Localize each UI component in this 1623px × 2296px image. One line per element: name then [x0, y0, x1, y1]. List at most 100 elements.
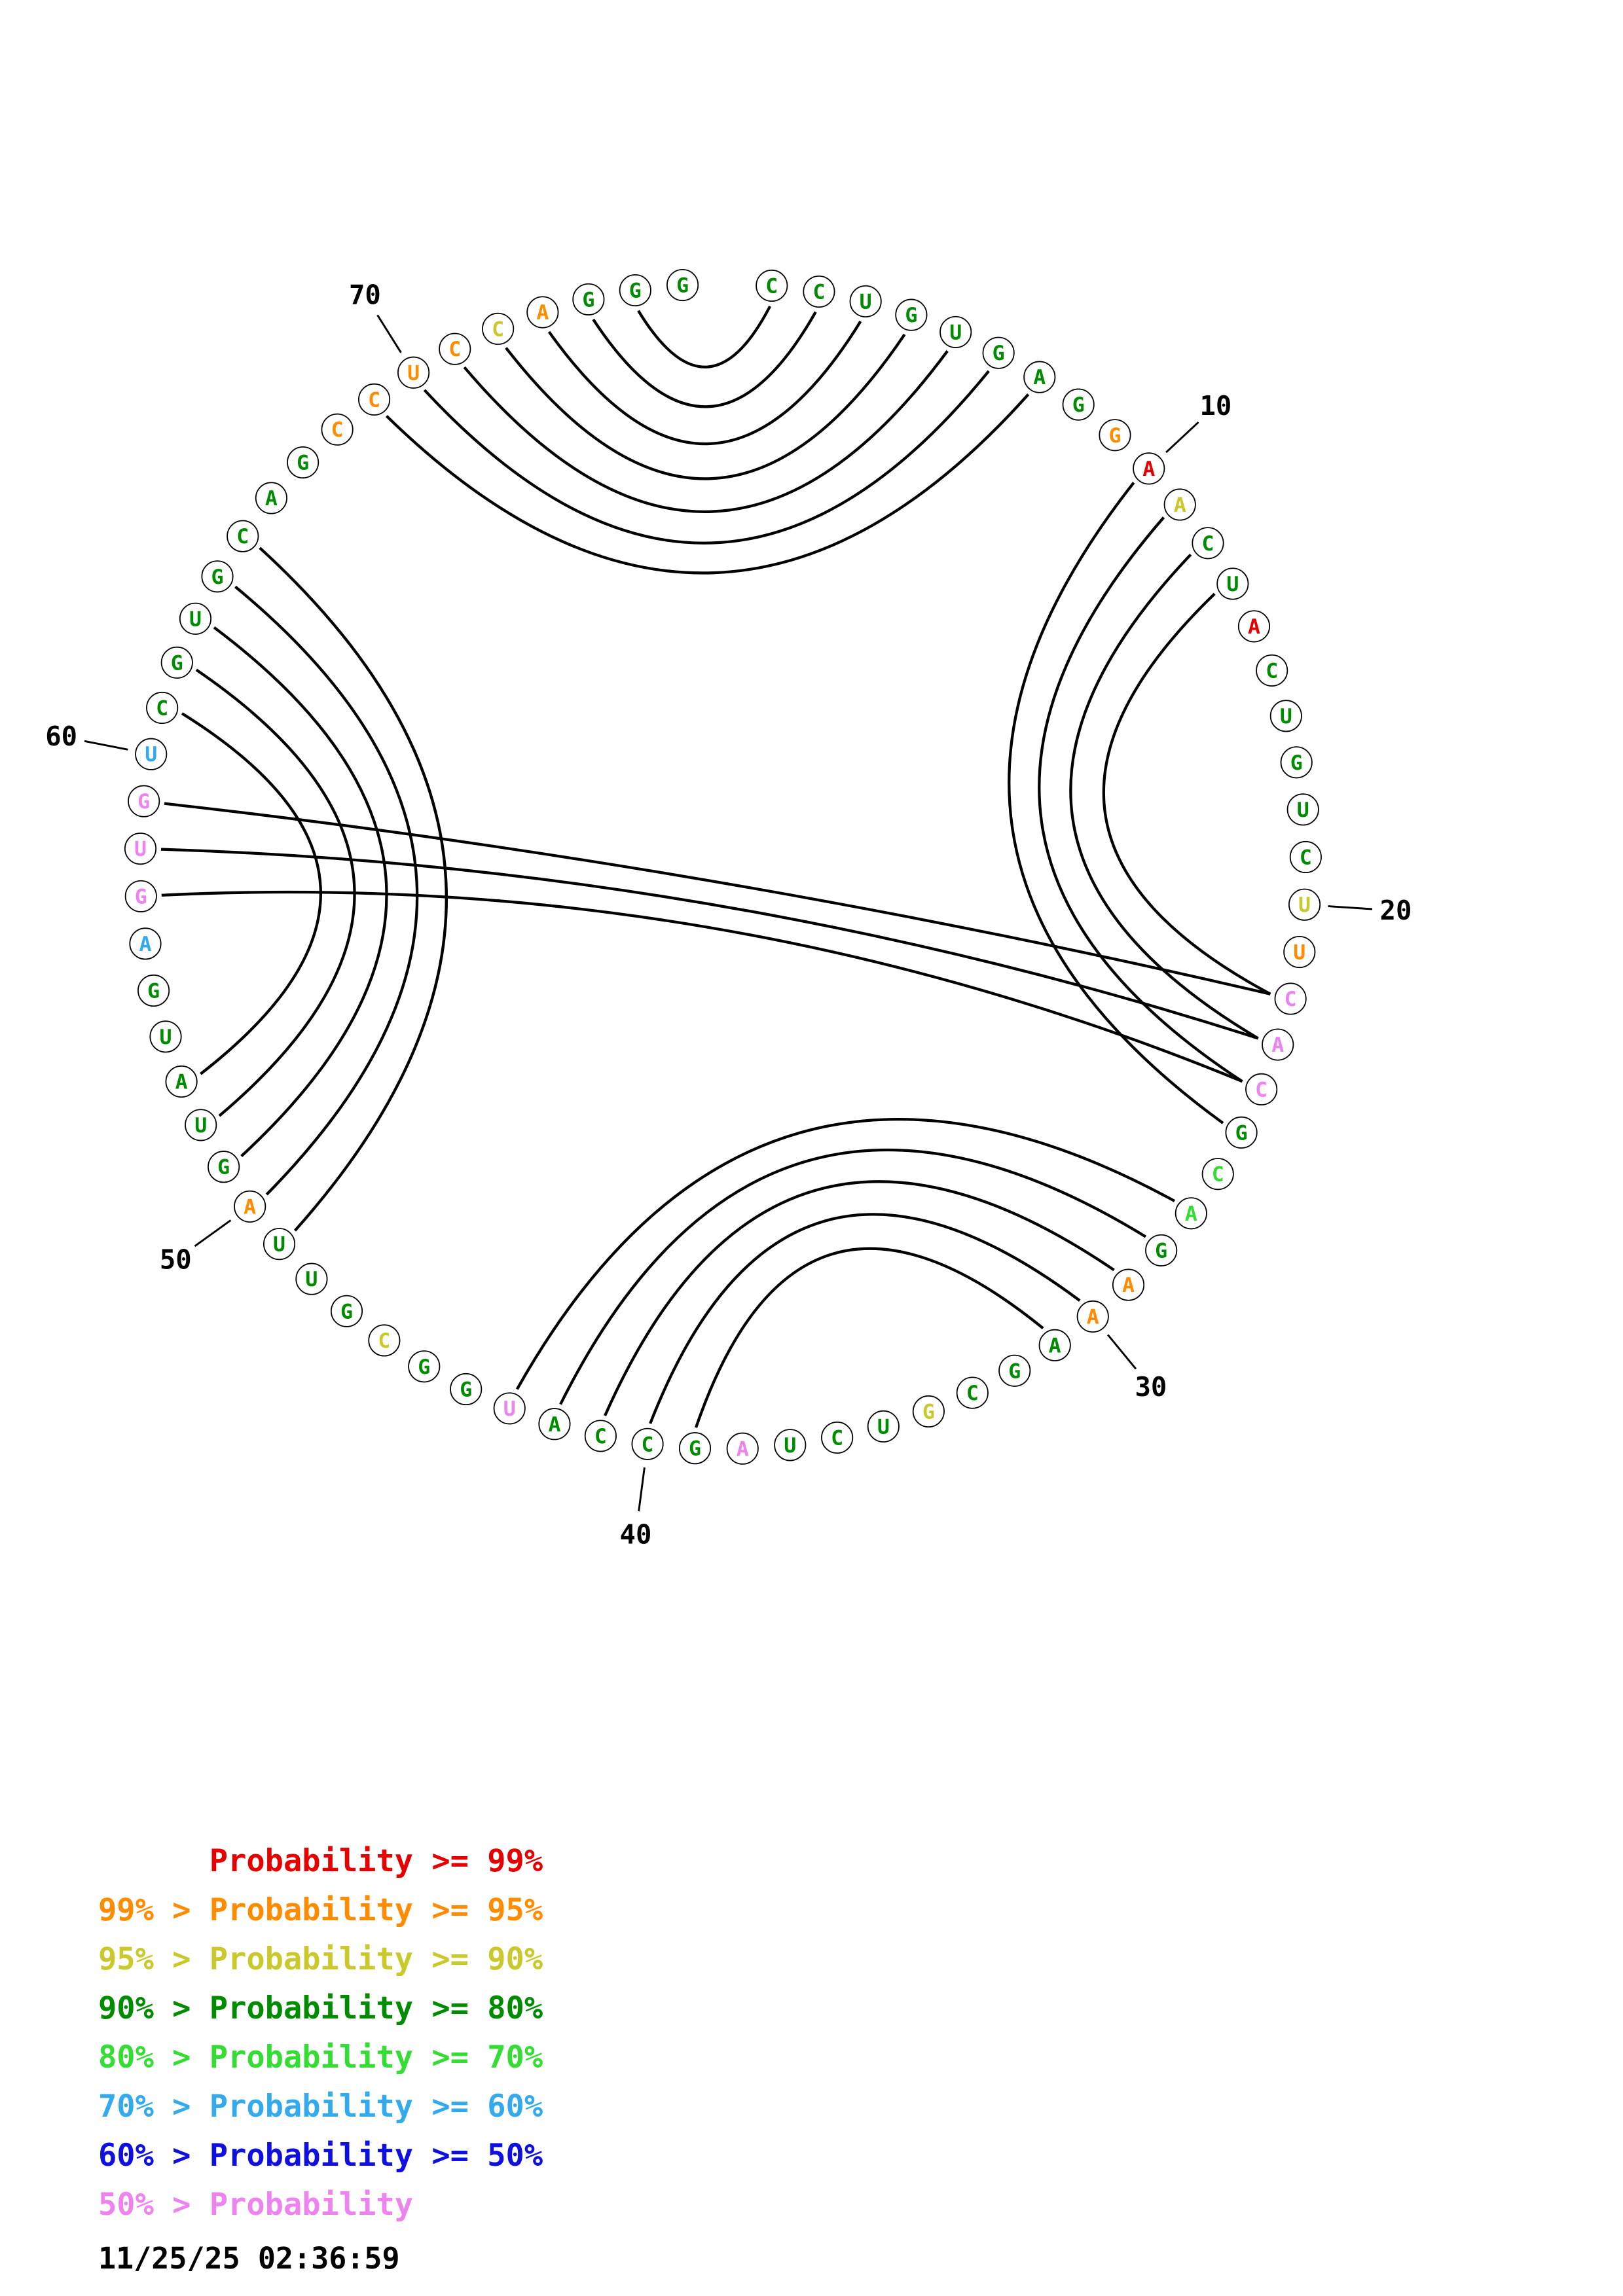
nucleotide-circle — [678, 1432, 712, 1465]
position-tick — [84, 740, 128, 751]
nucleotide-circle — [129, 927, 162, 960]
nucleotide-circle — [1289, 840, 1322, 874]
nucleotide-circle — [450, 1372, 483, 1406]
basepair-arc — [213, 626, 388, 1157]
position-label: 60 — [45, 721, 77, 752]
nucleotide-base: A — [1049, 1334, 1061, 1357]
nucleotide-circle — [408, 1350, 441, 1383]
nucleotide-base: C — [812, 281, 825, 304]
nucleotide-base: U — [1297, 798, 1309, 822]
position-label: 20 — [1380, 895, 1412, 926]
nucleotide-circle — [165, 1065, 198, 1098]
nucleotide-base: G — [418, 1355, 430, 1379]
legend-entry: 99% > Probability >= 95% — [98, 1892, 543, 1928]
nucleotide-base: G — [211, 565, 224, 589]
nucleotide-circle — [774, 1429, 807, 1462]
nucleotide-base: A — [1248, 615, 1260, 639]
nucleotide-circle — [1274, 982, 1307, 1015]
nucleotide-base: G — [1155, 1239, 1167, 1263]
nucleotide-base: A — [1033, 366, 1046, 389]
nucleotide-base: C — [642, 1433, 654, 1456]
nucleotide-circle — [619, 274, 651, 307]
legend-entry: 80% > Probability >= 70% — [98, 2039, 543, 2075]
nucleotide-base: A — [1122, 1274, 1135, 1297]
position-tick — [1165, 422, 1199, 454]
position-label: 70 — [349, 279, 381, 310]
nucleotide-base: C — [765, 275, 778, 298]
nucleotide-base: C — [448, 338, 461, 361]
basepair-arc — [423, 370, 990, 545]
basepair-arc — [160, 848, 1259, 1040]
position-tick — [194, 1219, 232, 1247]
nucleotide-circle — [1225, 1116, 1258, 1149]
nucleotide-circle — [263, 1228, 296, 1261]
nucleotide-circle — [572, 283, 605, 315]
probability-legend: Probability >= 99% 99% > Probability >= 9… — [98, 1837, 543, 2229]
nucleotide-circle — [666, 268, 699, 302]
nucleotide-circle — [821, 1421, 854, 1454]
nucleotide-circle — [803, 275, 835, 308]
nucleotide-circle — [1076, 1300, 1109, 1333]
nucleotide-circle — [146, 691, 179, 725]
nucleotide-circle — [849, 285, 882, 318]
nucleotide-base: U — [145, 743, 157, 766]
nucleotide-circle — [137, 974, 170, 1007]
nucleotide-base: G — [922, 1401, 935, 1424]
nucleotide-circle — [1245, 1073, 1278, 1105]
nucleotide-base: A — [737, 1437, 749, 1461]
basepair-arc — [547, 320, 862, 446]
nucleotide-circle — [526, 296, 559, 329]
nucleotide-base: G — [1008, 1359, 1021, 1383]
legend-entry: Probability >= 99% — [98, 1843, 543, 1879]
nucleotide-base: A — [139, 933, 151, 956]
legend-entry: 60% > Probability >= 50% — [98, 2138, 543, 2174]
nucleotide-base: A — [1185, 1202, 1197, 1226]
basepair-arc — [1102, 592, 1271, 996]
nucleotide-circle — [124, 880, 157, 912]
legend-entry: 50% > Probability — [98, 2187, 414, 2223]
nucleotide-circle — [160, 646, 193, 679]
nucleotide-circle — [1216, 567, 1249, 600]
nucleotide-circle — [1099, 419, 1131, 452]
nucleotide-base: A — [1142, 457, 1155, 481]
nucleotide-base: A — [175, 1071, 188, 1094]
position-tick — [638, 1467, 646, 1512]
nucleotide-base: U — [503, 1397, 516, 1421]
basepair-arc — [1008, 482, 1224, 1124]
nucleotide-circle — [255, 482, 287, 514]
nucleotide-base: G — [1235, 1121, 1248, 1145]
nucleotide-base: A — [536, 301, 549, 325]
nucleotide-circle — [538, 1408, 571, 1441]
nucleotide-circle — [1262, 1028, 1294, 1061]
nucleotide-base: C — [594, 1425, 607, 1448]
nucleotide-base: C — [1266, 659, 1278, 683]
nucleotide-circle — [1286, 793, 1319, 826]
nucleotide-base: G — [137, 790, 150, 814]
position-label: 40 — [620, 1518, 652, 1550]
nucleotide-circle — [321, 413, 354, 446]
basepair-arc — [234, 585, 419, 1196]
nucleotide-base: C — [368, 388, 380, 412]
nucleotide-base: U — [1293, 941, 1305, 965]
nucleotide-circle — [956, 1376, 989, 1409]
nucleotide-circle — [1283, 935, 1316, 969]
nucleotide-base: U — [159, 1026, 172, 1049]
nucleotide-base: G — [297, 452, 309, 475]
nucleotide-circle — [124, 833, 157, 865]
position-tick — [376, 314, 402, 353]
legend-entry: 90% > Probability >= 80% — [98, 1990, 543, 2026]
nucleotide-circle — [1023, 361, 1056, 393]
basepair-arc — [181, 712, 322, 1075]
nucleotide-base: G — [676, 274, 689, 298]
nucleotide-base: U — [784, 1434, 796, 1458]
nucleotide-base: A — [548, 1413, 560, 1437]
nucleotide-base: G — [1290, 751, 1303, 775]
nucleotide-base: C — [1255, 1078, 1267, 1102]
nucleotide-base: U — [860, 290, 872, 314]
nucleotide-circle — [330, 1295, 363, 1327]
nucleotide-base: C — [378, 1329, 390, 1353]
nucleotide-circle — [1062, 388, 1095, 421]
nucleotide-circle — [368, 1324, 401, 1357]
nucleotide-base: U — [134, 838, 147, 861]
